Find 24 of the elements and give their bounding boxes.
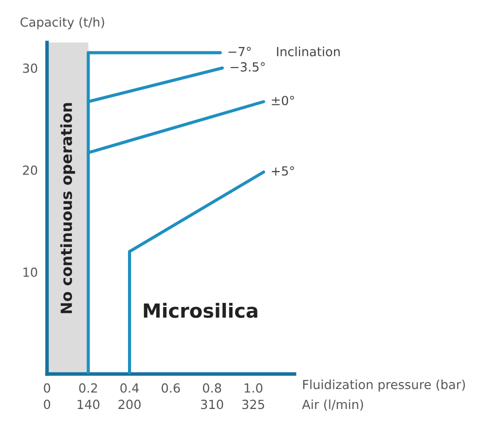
text: 140	[78, 400, 100, 410]
x-tick-label: 0.6	[162, 383, 180, 393]
x-tick-label: 0.2	[79, 383, 97, 393]
text: 310	[201, 400, 224, 410]
y-tick-label: 30	[23, 63, 38, 73]
y-axis-title: Capacity (t/h)	[20, 17, 104, 30]
series-label: −7°	[228, 46, 251, 56]
x-tick-label: 0.4	[120, 383, 139, 393]
x-tick-label: 0	[44, 383, 50, 393]
y-tick-label: 20	[23, 165, 38, 175]
annotation: Microsilica	[144, 302, 258, 318]
text: 325	[242, 400, 264, 410]
text: 0	[44, 400, 50, 410]
band-label: No continuous operation	[60, 103, 76, 314]
x2-axis-title: Air (l/min)	[302, 399, 364, 411]
series-label: ±0°	[272, 96, 294, 106]
series-label: −3.5°	[230, 62, 265, 72]
text: 200	[118, 400, 141, 410]
annotation: Inclination	[277, 46, 340, 56]
x-tick-label: 0.8	[202, 383, 222, 393]
x-axis-title: Fluidization pressure (bar)	[303, 380, 465, 392]
y-tick-label: 10	[23, 267, 38, 277]
x-tick-label: 1.0	[244, 383, 262, 393]
series-label: +5°	[272, 166, 294, 176]
